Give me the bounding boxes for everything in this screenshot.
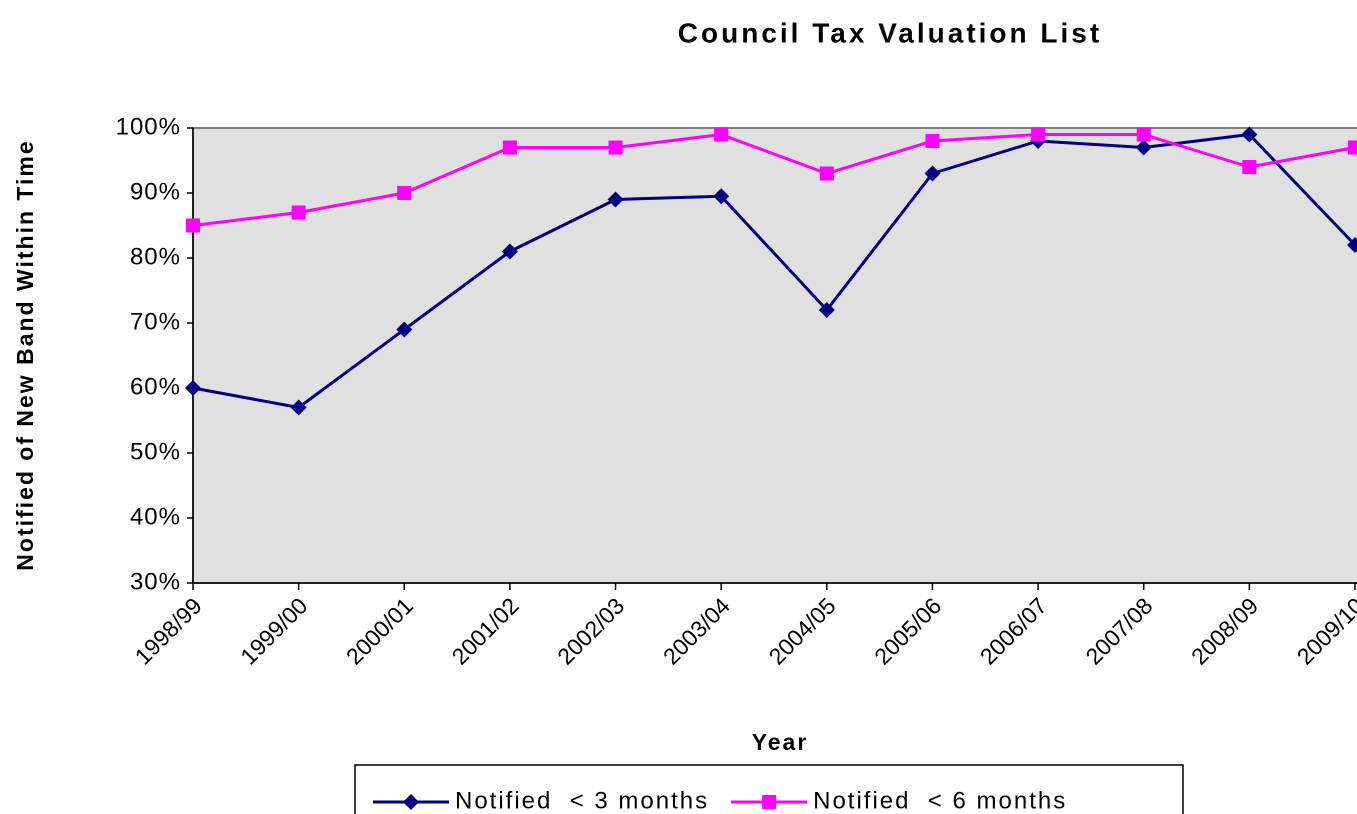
x-tick-label: 2000/01	[341, 592, 418, 669]
data-point	[713, 188, 730, 205]
x-tick-label: 2006/07	[975, 592, 1052, 669]
data-point	[607, 191, 624, 208]
legend-label: Notified < 6 months	[813, 787, 1067, 814]
x-tick-label: 2009/10	[1292, 592, 1357, 669]
chart-title: Council Tax Valuation List	[678, 17, 1102, 48]
x-tick-label: 2002/03	[552, 592, 629, 669]
y-tick-label: 30%	[130, 568, 181, 595]
series-line	[192, 133, 1356, 227]
data-point	[924, 165, 941, 182]
y-tick-label: 80%	[130, 243, 181, 270]
data-point	[608, 140, 623, 155]
x-tick-label: 2001/02	[447, 592, 524, 669]
data-point	[290, 399, 307, 416]
data-point	[1347, 237, 1357, 253]
data-point	[502, 140, 517, 155]
x-tick-label: 2008/09	[1186, 592, 1263, 669]
x-tick-label: 2004/05	[763, 592, 840, 669]
y-axis-title: Notified of New Band Within Time	[12, 139, 38, 570]
x-tick-label: 1999/00	[235, 592, 312, 669]
data-point	[186, 218, 200, 233]
y-tick-label: 40%	[130, 503, 181, 530]
data-point	[291, 205, 306, 220]
data-point	[819, 166, 834, 181]
data-point	[396, 321, 413, 338]
series-line	[192, 133, 1357, 409]
legend-marker	[403, 794, 419, 810]
y-tick-label: 70%	[130, 308, 181, 335]
x-axis-title: Year	[752, 729, 809, 755]
x-tick-label: 2007/08	[1080, 592, 1157, 669]
y-tick-label: 50%	[130, 438, 181, 465]
plot-area	[192, 127, 1357, 584]
data-point	[1031, 127, 1046, 142]
data-point	[714, 127, 729, 142]
data-point	[185, 380, 201, 396]
data-point	[1348, 140, 1357, 155]
legend-marker	[762, 795, 777, 809]
x-tick-label: 2003/04	[658, 592, 735, 669]
data-point	[1242, 160, 1257, 174]
data-point	[925, 134, 940, 148]
y-tick-label: 100%	[116, 113, 181, 140]
x-tick-label: 1998/99	[130, 592, 207, 669]
data-point	[1241, 126, 1258, 143]
data-point	[501, 243, 518, 260]
data-point	[1136, 127, 1151, 142]
y-tick-label: 60%	[130, 373, 181, 400]
x-tick-label: 2005/06	[869, 592, 946, 669]
data-point	[397, 186, 412, 200]
data-point	[818, 302, 835, 318]
data-point	[1135, 139, 1152, 156]
legend-label: Notified < 3 months	[455, 787, 709, 814]
y-tick-label: 90%	[130, 178, 181, 205]
